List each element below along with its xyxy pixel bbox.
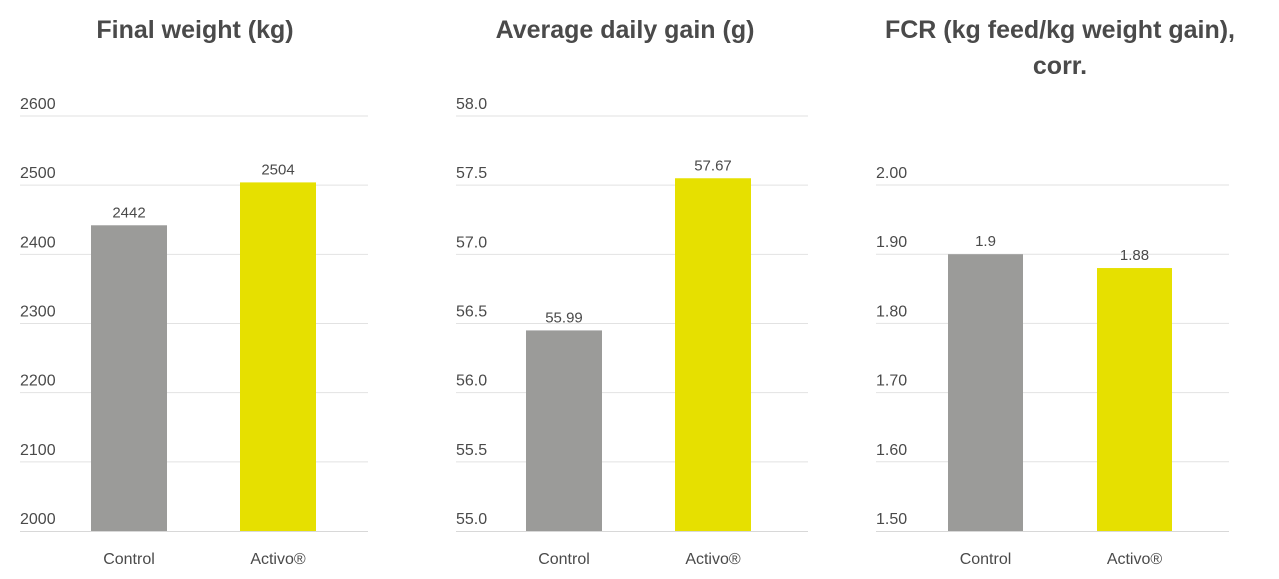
x-category-label: Control	[103, 551, 155, 568]
chart-panel-fcr: FCR (kg feed/kg weight gain), corr. 1.50…	[860, 0, 1260, 579]
chart-title: Final weight (kg)	[96, 16, 294, 44]
bar	[948, 254, 1023, 531]
y-tick-label: 2000	[20, 511, 56, 528]
bar	[91, 225, 167, 532]
y-tick-label: 1.50	[876, 511, 907, 528]
x-category-label: Activo®	[1107, 551, 1163, 568]
data-label: 2442	[112, 204, 145, 221]
y-tick-label: 2100	[20, 442, 56, 459]
x-category-label: Control	[538, 551, 590, 568]
x-category-label: Activo®	[250, 551, 306, 568]
y-tick-label: 58.0	[456, 96, 487, 113]
data-label: 1.9	[975, 233, 996, 250]
y-tick-label: 1.70	[876, 373, 907, 390]
y-tick-label: 56.0	[456, 373, 487, 390]
y-tick-label: 2200	[20, 373, 56, 390]
x-category-label: Activo®	[685, 551, 741, 568]
data-label: 55.99	[545, 309, 583, 326]
y-tick-label: 57.5	[456, 165, 487, 182]
y-tick-label: 2500	[20, 165, 56, 182]
y-tick-label: 2300	[20, 304, 56, 321]
bar	[240, 182, 316, 531]
bar	[675, 178, 751, 531]
chart-panel-average-daily-gain: Average daily gain (g) 55.0 55.5 56.0 56.5 5…	[430, 0, 820, 579]
data-label: 1.88	[1120, 247, 1149, 264]
data-label: 2504	[261, 161, 294, 178]
chart-final-weight: 2000 2100 2200 2300 2400 2500 2600 2442 Control 2…	[20, 96, 368, 568]
bar	[1097, 268, 1172, 531]
chart-fcr: 1.50 1.60 1.70 1.80 1.90 2.00 1.9 Control 1.88 Ac…	[876, 165, 1229, 568]
y-tick-label: 55.5	[456, 442, 487, 459]
y-tick-label: 55.0	[456, 511, 487, 528]
chart-title: Average daily gain (g)	[495, 16, 755, 44]
y-tick-label: 2400	[20, 234, 56, 251]
data-label: 57.67	[694, 157, 732, 174]
y-tick-label: 1.60	[876, 442, 907, 459]
y-tick-label: 56.5	[456, 304, 487, 321]
bar	[526, 330, 602, 531]
chart-title: FCR (kg feed/kg weight gain), corr.	[884, 16, 1235, 80]
y-tick-label: 57.0	[456, 234, 487, 251]
chart-panel-final-weight: Final weight (kg) 2000 2100 2200 2300 2400 25…	[0, 0, 390, 579]
chart-average-daily-gain: 55.0 55.5 56.0 56.5 57.0 57.5 58.0 55.99 Control…	[456, 96, 808, 568]
y-tick-label: 2.00	[876, 165, 907, 182]
y-tick-label: 1.80	[876, 303, 907, 320]
x-category-label: Control	[960, 551, 1012, 568]
y-tick-label: 1.90	[876, 234, 907, 251]
y-tick-label: 2600	[20, 96, 56, 113]
